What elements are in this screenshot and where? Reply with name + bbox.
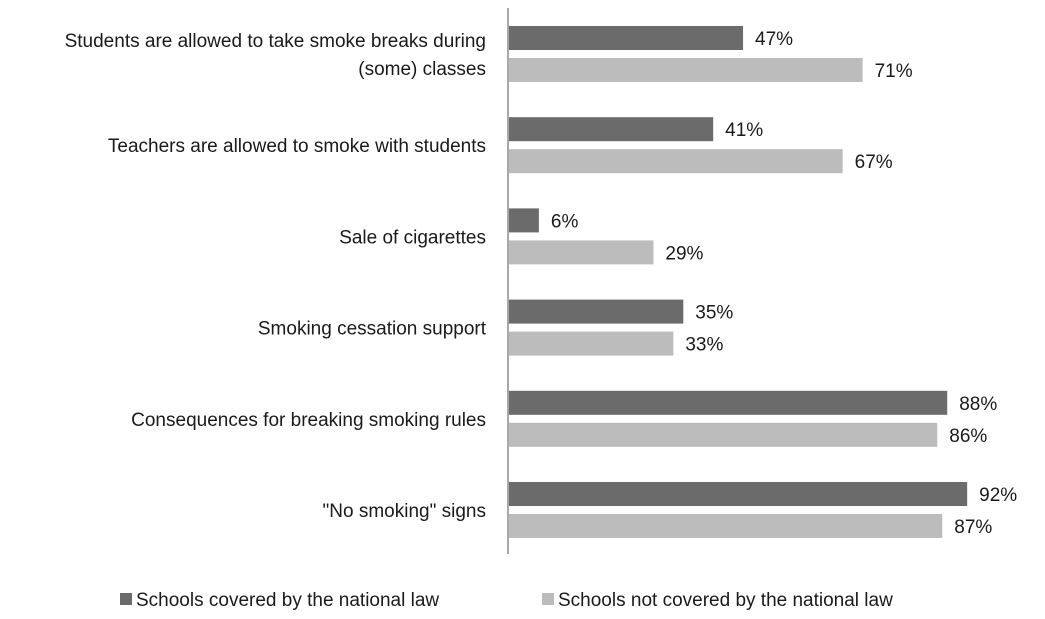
- data-label: 35%: [695, 303, 733, 324]
- bar: [509, 331, 674, 356]
- legend-label: Schools not covered by the national law: [558, 590, 893, 611]
- bar: [509, 117, 714, 142]
- bar: [509, 422, 938, 447]
- category-labels: Students are allowed to take smoke break…: [65, 31, 487, 522]
- data-label: 29%: [665, 243, 703, 264]
- data-label: 87%: [954, 517, 992, 538]
- bar: [509, 58, 863, 82]
- bar: [509, 299, 684, 324]
- bars: 47% 71% 41% 67% 6% 29% 35% 33% 88% 86% 92% 87%: [509, 26, 1017, 538]
- data-label: 6%: [551, 211, 579, 232]
- category-label: Consequences for breaking smoking rules: [131, 410, 486, 431]
- legend-label: Schools covered by the national law: [136, 590, 439, 611]
- bar: [509, 514, 943, 538]
- data-label: 33%: [685, 335, 723, 356]
- data-label: 92%: [979, 485, 1017, 506]
- bar: [509, 208, 539, 233]
- bar: [509, 482, 968, 506]
- legend: Schools covered by the national law Schoo…: [120, 590, 893, 611]
- data-label: 86%: [949, 426, 987, 447]
- data-label: 88%: [959, 394, 997, 415]
- bar: [509, 390, 948, 415]
- bar: [509, 26, 744, 50]
- category-label: Students are allowed to take smoke break…: [65, 31, 486, 52]
- data-label: 67%: [855, 152, 893, 173]
- category-label: "No smoking" signs: [323, 501, 486, 522]
- category-label: (some) classes: [358, 59, 486, 80]
- category-label: Sale of cigarettes: [339, 227, 486, 248]
- data-label: 41%: [725, 120, 763, 141]
- category-label: Teachers are allowed to smoke with stude…: [108, 136, 486, 157]
- bar: [509, 149, 843, 174]
- bar: [509, 240, 654, 265]
- legend-swatch: [542, 593, 554, 605]
- data-label: 47%: [755, 29, 793, 50]
- category-label: Smoking cessation support: [258, 319, 487, 340]
- legend-swatch: [120, 593, 132, 605]
- data-label: 71%: [875, 61, 913, 82]
